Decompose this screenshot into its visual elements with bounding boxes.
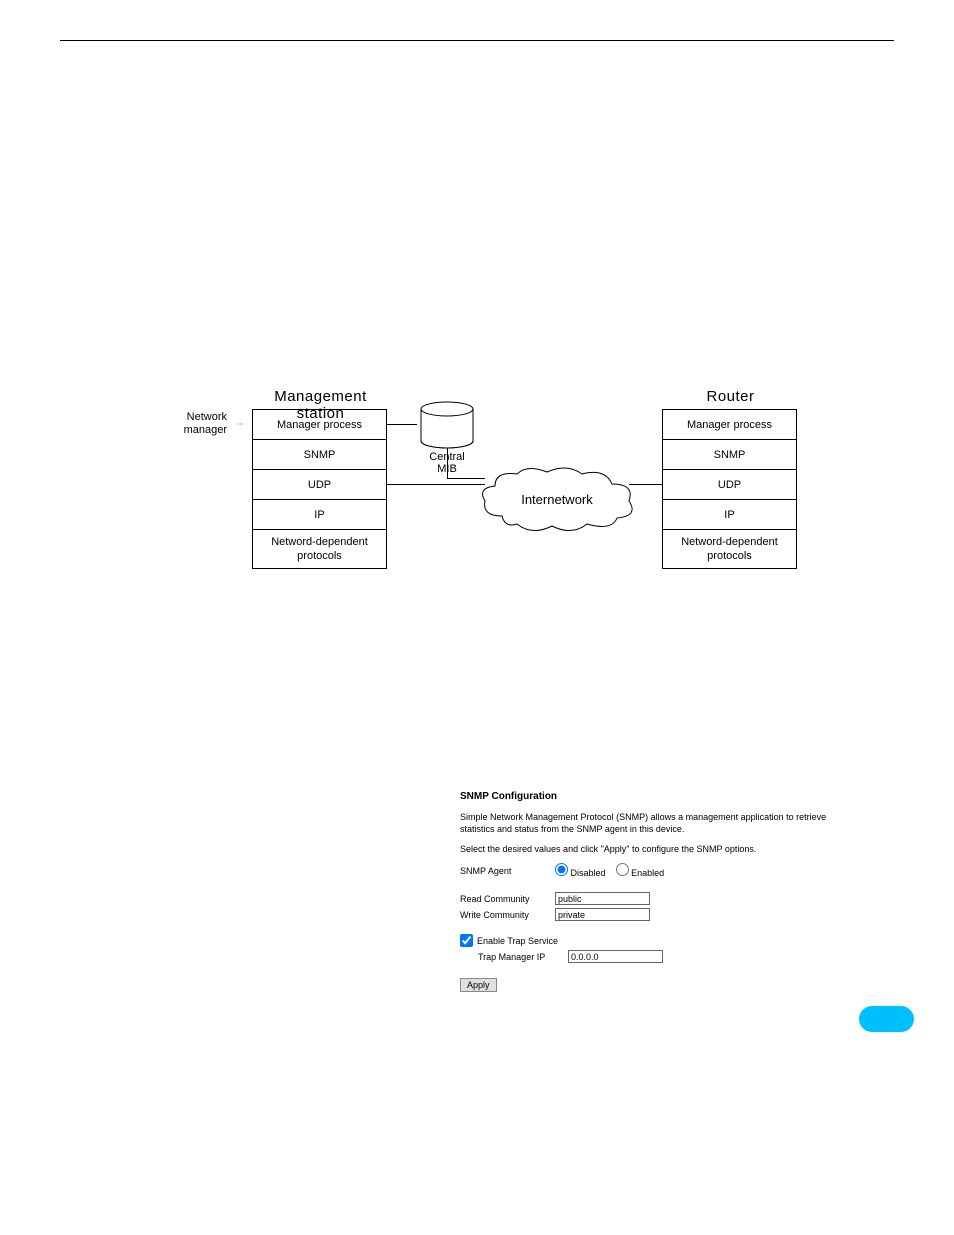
enabled-text: Enabled	[631, 868, 664, 878]
layer-snmp: SNMP	[663, 440, 796, 470]
layer-udp: UDP	[663, 470, 796, 500]
snmp-heading: SNMP Configuration	[460, 791, 840, 803]
enable-trap-row: Enable Trap Service	[460, 934, 840, 947]
layer-network-dependent: Netword-dependent protocols	[663, 530, 796, 568]
layer-ndp-l1: Netword-dependent	[681, 536, 778, 548]
connector	[387, 424, 417, 425]
trap-manager-ip-label: Trap Manager IP	[478, 951, 568, 963]
enable-trap-checkbox[interactable]	[460, 934, 473, 947]
read-community-row: Read Community	[460, 892, 840, 905]
layer-ip: IP	[663, 500, 796, 530]
layer-ip: IP	[253, 500, 386, 530]
trap-manager-ip-row: Trap Manager IP	[478, 950, 840, 963]
database-icon	[417, 401, 477, 451]
management-station-stack: Management station Manager process SNMP …	[252, 409, 387, 569]
layer-ndp-l1: Netword-dependent	[271, 536, 368, 548]
apply-button[interactable]: Apply	[460, 978, 497, 992]
layer-ndp-l2: protocols	[707, 550, 752, 562]
snmp-agent-enabled-option[interactable]: Enabled	[616, 863, 665, 879]
enable-trap-label: Enable Trap Service	[477, 935, 558, 947]
layer-udp: UDP	[253, 470, 386, 500]
layer-manager-process: Manager process	[663, 410, 796, 440]
header-rule	[60, 40, 894, 41]
arrow-icon	[227, 423, 252, 425]
snmp-agent-label: SNMP Agent	[460, 865, 555, 877]
snmp-instruction: Select the desired values and click "App…	[460, 843, 840, 855]
layer-snmp: SNMP	[253, 440, 386, 470]
management-station-title: Management station	[253, 388, 388, 422]
snmp-agent-row: SNMP Agent Disabled Enabled	[460, 863, 840, 879]
snmp-agent-disabled-radio[interactable]	[555, 863, 568, 876]
page-number-badge	[859, 1006, 914, 1032]
write-community-input[interactable]	[555, 908, 650, 921]
read-community-label: Read Community	[460, 893, 555, 905]
snmp-architecture-diagram: Network manager Management station Manag…	[157, 381, 797, 591]
read-community-input[interactable]	[555, 892, 650, 905]
connector	[447, 478, 485, 479]
nm-label-l1: Network	[187, 411, 227, 423]
trap-manager-ip-input[interactable]	[568, 950, 663, 963]
snmp-agent-disabled-option[interactable]: Disabled	[555, 863, 606, 879]
layer-network-dependent: Netword-dependent protocols	[253, 530, 386, 568]
snmp-agent-enabled-radio[interactable]	[616, 863, 629, 876]
connector	[629, 484, 662, 485]
internetwork-cloud: Internetwork	[477, 466, 637, 536]
snmp-description: Simple Network Management Protocol (SNMP…	[460, 811, 840, 835]
write-community-row: Write Community	[460, 908, 840, 921]
disabled-text: Disabled	[571, 868, 606, 878]
connector	[387, 484, 485, 485]
router-stack: Router Manager process SNMP UDP IP Netwo…	[662, 409, 797, 569]
cloud-label: Internetwork	[477, 492, 637, 507]
network-manager-label: Network manager	[157, 411, 227, 437]
central-mib: Central MIB	[417, 401, 477, 454]
nm-label-l2: manager	[184, 424, 227, 436]
write-community-label: Write Community	[460, 909, 555, 921]
router-title: Router	[663, 388, 798, 405]
connector	[447, 448, 448, 478]
layer-ndp-l2: protocols	[297, 550, 342, 562]
snmp-configuration-panel: SNMP Configuration Simple Network Manage…	[460, 791, 840, 992]
